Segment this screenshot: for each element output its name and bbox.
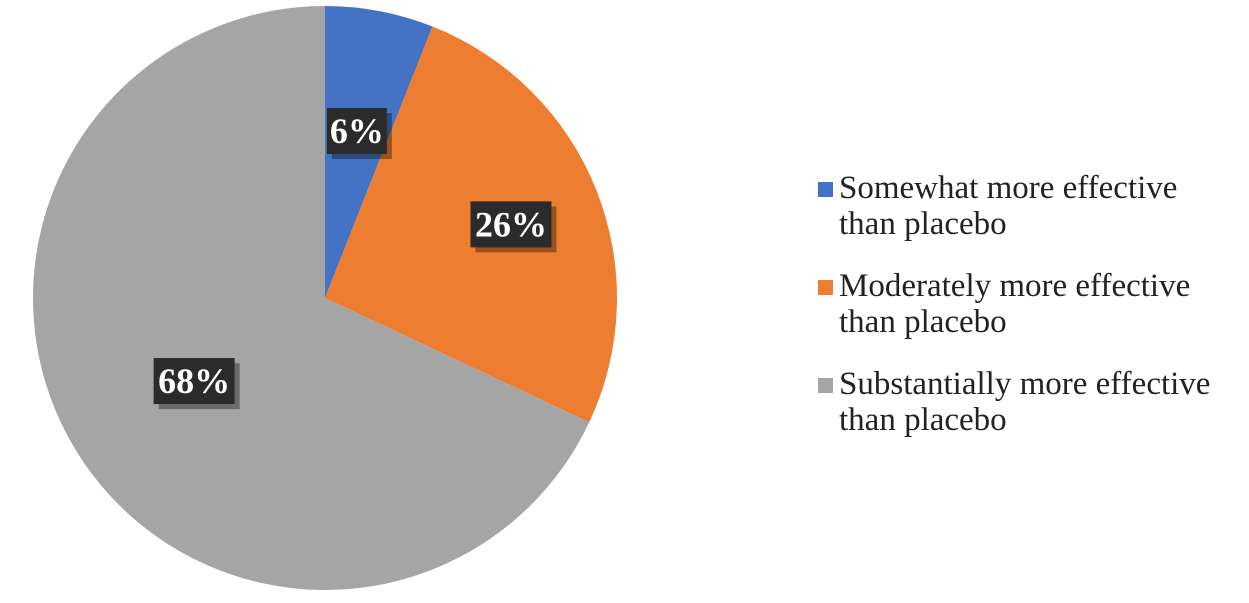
pie-slice-substantially	[33, 6, 590, 590]
data-label-text: 6%	[330, 111, 384, 151]
legend-item-substantially: Substantially more effective than placeb…	[818, 366, 1249, 438]
legend-label-line2: than placebo	[839, 206, 1007, 242]
data-label-text: 68%	[158, 361, 230, 401]
legend-item-somewhat: Somewhat more effective than placebo	[818, 170, 1249, 242]
legend-label-moderately: Moderately more effective than placebo	[839, 268, 1190, 340]
legend-swatch-moderately	[818, 280, 833, 295]
data-label-moderately: 26%	[470, 201, 557, 253]
legend-label-line2: than placebo	[839, 304, 1007, 340]
data-label-text: 26%	[475, 204, 547, 244]
legend-label-line1: Moderately more effective	[839, 268, 1191, 304]
legend-label-substantially: Substantially more effective than placeb…	[839, 366, 1210, 438]
legend-item-moderately: Moderately more effective than placebo	[818, 268, 1249, 340]
data-label-substantially: 68%	[153, 358, 240, 410]
data-label-somewhat: 6%	[326, 108, 392, 160]
legend-swatch-substantially	[818, 378, 833, 393]
legend-label-line2: than placebo	[839, 402, 1007, 438]
legend-swatch-somewhat	[818, 182, 833, 197]
legend: Somewhat more effective than placebo Mod…	[818, 170, 1249, 464]
legend-label-somewhat: Somewhat more effective than placebo	[839, 170, 1177, 242]
legend-label-line1: Substantially more effective	[839, 366, 1211, 402]
legend-label-line1: Somewhat more effective	[839, 170, 1178, 206]
pie-chart: 6% 26% 68%	[33, 6, 617, 590]
